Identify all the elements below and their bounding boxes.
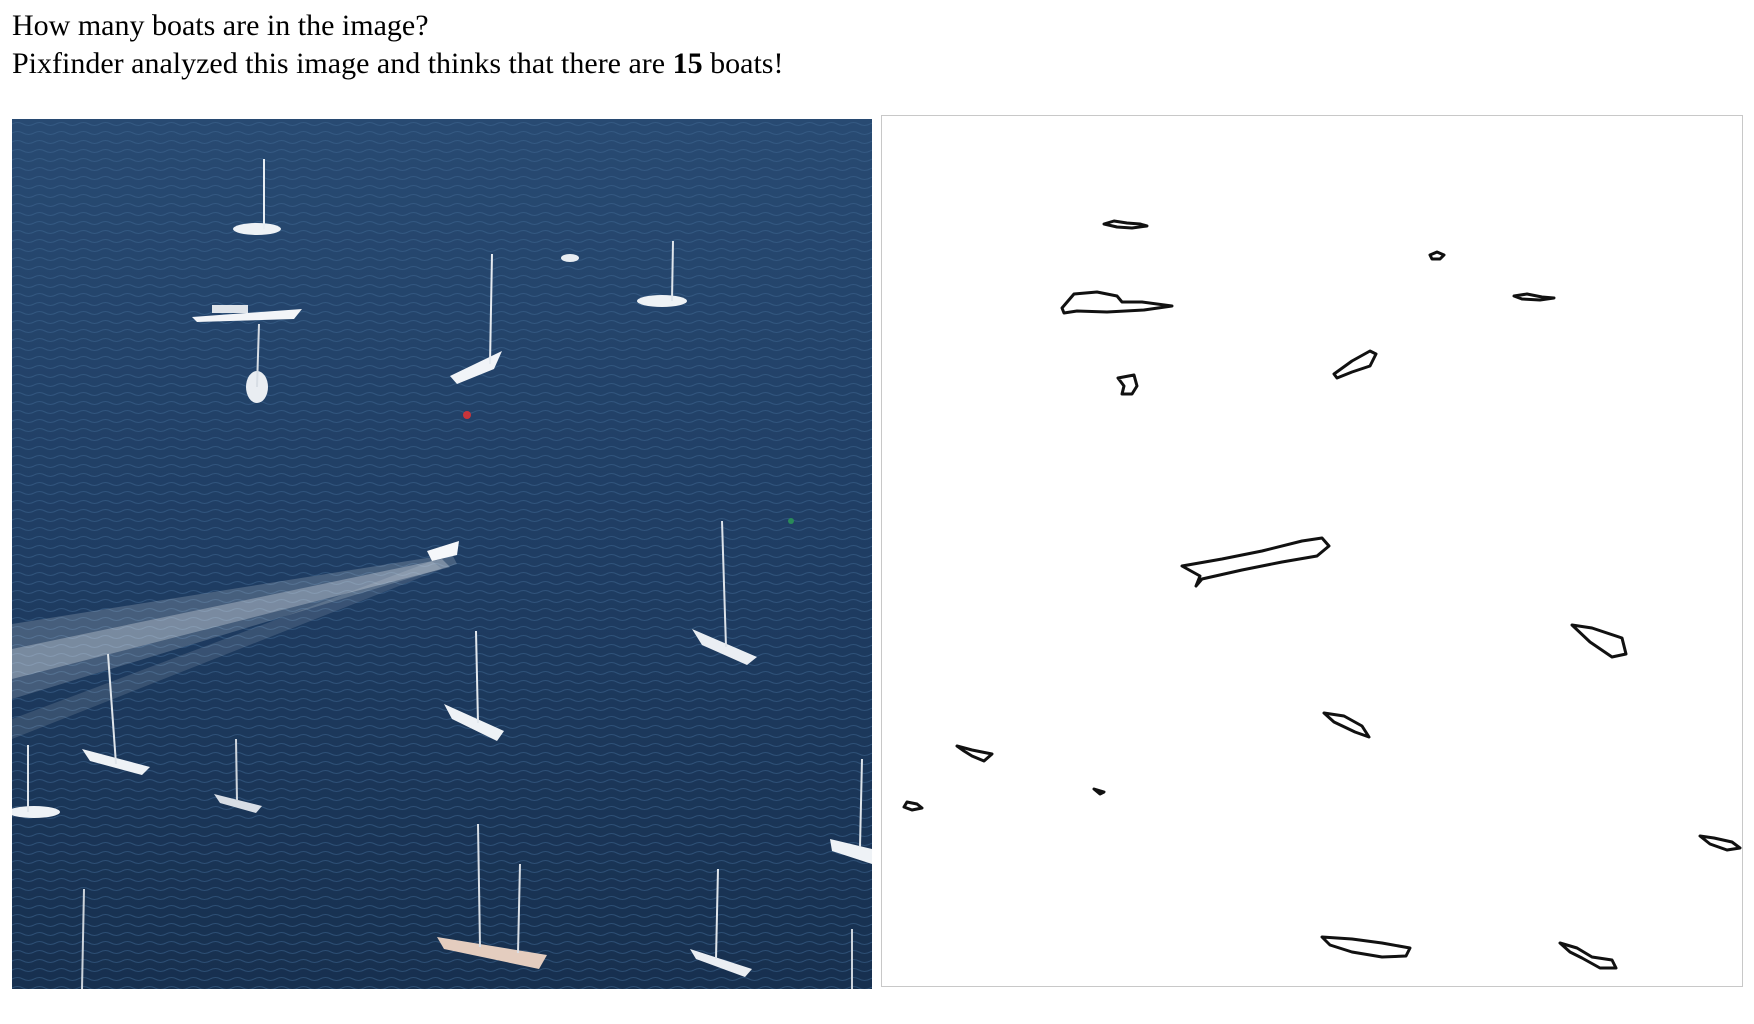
boat-2 (192, 305, 302, 322)
contour-10 (955, 744, 994, 763)
contour-3 (1428, 250, 1446, 261)
boat-11 (214, 738, 262, 813)
contour-13 (1698, 834, 1742, 852)
boat-8 (692, 520, 757, 665)
aerial-harbor-photo (12, 119, 872, 989)
boat-14 (437, 823, 547, 969)
boat-5 (561, 254, 579, 262)
contour-2 (1060, 290, 1174, 315)
boat-12 (12, 745, 60, 818)
contour-4 (1512, 292, 1556, 302)
contour-1 (1102, 219, 1149, 230)
contour-7 (1180, 536, 1331, 588)
boat-contour-map (881, 115, 1743, 987)
contour-5 (1116, 373, 1139, 396)
boat-count: 15 (672, 47, 703, 80)
contour-6 (1332, 349, 1378, 380)
question-text: How many boats are in the image? (12, 9, 429, 42)
boat-13 (830, 758, 872, 864)
result-suffix: boats! (710, 47, 784, 80)
result-prefix: Pixfinder analyzed this image and thinks… (12, 47, 666, 80)
boat-3 (246, 323, 268, 403)
result-text: Pixfinder analyzed this image and thinks… (12, 46, 783, 82)
boat-9 (444, 630, 504, 741)
contour-11 (902, 800, 924, 812)
boat-6 (637, 240, 687, 307)
boat-7 (427, 541, 459, 561)
boats-group (12, 159, 872, 989)
contour-14 (1320, 935, 1412, 959)
boat-10 (82, 653, 150, 775)
boat-1 (233, 159, 281, 235)
contour-15 (1558, 941, 1618, 970)
contour-8 (1570, 623, 1628, 659)
contour-12 (1092, 787, 1106, 796)
boat-15 (690, 868, 752, 977)
contour-9 (1322, 711, 1371, 739)
boat-4 (450, 253, 502, 384)
